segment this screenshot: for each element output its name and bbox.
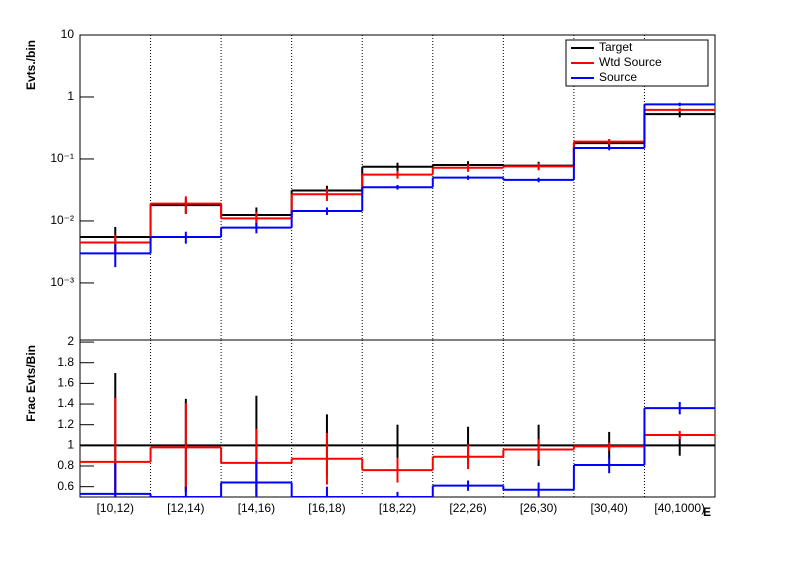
x-tick-label: [14,16) [238, 501, 275, 515]
x-tick-label: [18,22) [379, 501, 416, 515]
x-tick-label: [10,12) [97, 501, 134, 515]
y-tick-label: 1.4 [57, 396, 74, 410]
x-tick-label: [16,18) [308, 501, 345, 515]
y-tick-label: 1.8 [57, 355, 74, 369]
legend-label: Source [599, 70, 637, 84]
x-tick-label: [22,26) [449, 501, 486, 515]
y-tick-label: 1.6 [57, 376, 74, 390]
x-tick-label: [26,30) [520, 501, 557, 515]
plot-area [80, 373, 715, 497]
y-tick-label: 10⁻³ [50, 275, 74, 289]
y-tick-label: 10 [61, 27, 75, 41]
y-axis-label: Evts./bin [24, 40, 38, 90]
y-tick-label: 2 [67, 334, 74, 348]
x-axis-label: E [703, 505, 711, 519]
x-tick-label: [30,40) [590, 501, 627, 515]
x-tick-label: [40,1000) [654, 501, 705, 515]
x-tick-label: [12,14) [167, 501, 204, 515]
legend-label: Target [599, 40, 633, 54]
y-axis-label: Frac Evts/Bin [24, 345, 38, 422]
legend-label: Wtd Source [599, 55, 662, 69]
y-tick-label: 1 [67, 438, 74, 452]
y-tick-label: 0.8 [57, 458, 74, 472]
y-tick-label: 10⁻¹ [50, 151, 74, 165]
y-tick-label: 1.2 [57, 417, 74, 431]
y-tick-label: 10⁻² [50, 213, 74, 227]
plot-area [80, 102, 715, 268]
y-tick-label: 1 [67, 89, 74, 103]
y-tick-label: 0.6 [57, 479, 74, 493]
